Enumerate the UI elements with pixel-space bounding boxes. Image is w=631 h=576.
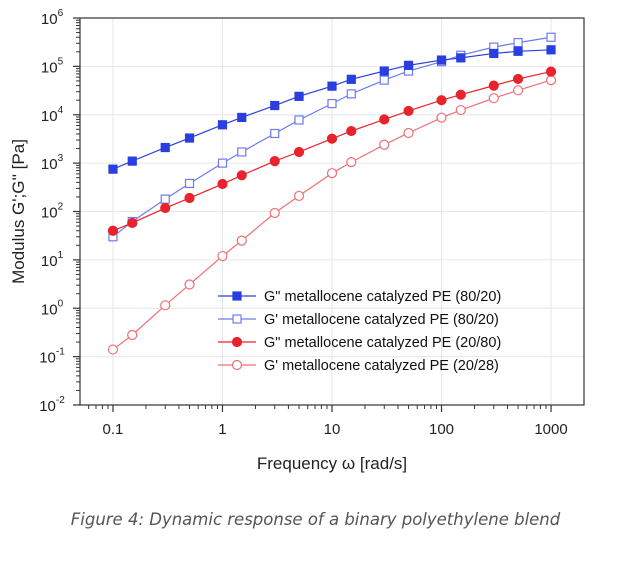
data-point xyxy=(436,55,447,65)
data-point xyxy=(488,93,499,104)
data-point xyxy=(217,158,228,168)
data-point xyxy=(327,81,337,91)
data-point xyxy=(160,142,170,153)
data-point xyxy=(127,217,138,229)
data-point xyxy=(403,127,414,139)
legend-entry-1: G" metallocene catalyzed PE (80/20) xyxy=(218,289,501,305)
series-4 xyxy=(107,75,557,355)
data-point xyxy=(346,156,357,168)
legend-entry-4: G' metallocene catalyzed PE (20/28) xyxy=(218,358,499,374)
legend-entry-2: G' metallocene catalyzed PE (80/20) xyxy=(218,312,499,328)
data-point xyxy=(436,95,447,106)
legend-entry-3: G" metallocene catalyzed PE (20/80) xyxy=(218,335,501,351)
data-point xyxy=(346,89,356,99)
data-point xyxy=(293,146,305,158)
figure-caption: Figure 4: Dynamic response of a binary p… xyxy=(70,510,561,529)
data-point xyxy=(236,235,247,246)
data-point xyxy=(160,300,171,311)
data-point xyxy=(127,156,137,166)
data-point xyxy=(269,156,280,167)
chart: 0.1 1 10 100 1000 10-2 10-1 100 101 102 103 104 105 1… xyxy=(9,8,585,473)
data-point xyxy=(270,128,280,139)
data-point xyxy=(127,329,138,341)
data-point xyxy=(512,73,524,85)
data-point xyxy=(237,112,247,123)
data-point xyxy=(293,190,305,202)
data-point xyxy=(546,32,556,42)
data-point xyxy=(217,120,228,130)
data-point xyxy=(488,80,499,91)
x-tick-label: 0.1 xyxy=(103,421,124,438)
data-point xyxy=(294,115,304,125)
series-1 xyxy=(108,45,556,174)
series-layer xyxy=(107,32,557,355)
legend-label: G' metallocene catalyzed PE (20/28) xyxy=(264,358,499,374)
x-tick-label: 10 xyxy=(324,421,341,438)
legend-marker xyxy=(232,314,242,324)
data-point xyxy=(512,85,524,96)
data-point xyxy=(108,164,118,174)
data-point xyxy=(184,133,195,143)
y-tick-label: 10-2 xyxy=(39,395,65,415)
legend-label: G' metallocene catalyzed PE (80/20) xyxy=(264,312,499,328)
data-point xyxy=(184,279,195,290)
data-point xyxy=(294,91,304,101)
y-tick-label: 106 xyxy=(41,8,64,28)
y-tick-label: 105 xyxy=(41,56,64,76)
y-tick-label: 104 xyxy=(41,105,64,125)
legend-label: G" metallocene catalyzed PE (80/20) xyxy=(264,289,501,305)
data-point xyxy=(327,99,337,109)
data-point xyxy=(184,178,195,189)
data-point xyxy=(379,139,390,150)
legend-label: G" metallocene catalyzed PE (20/80) xyxy=(264,335,501,351)
data-point xyxy=(513,38,523,48)
data-point xyxy=(346,74,356,84)
y-tick-label: 10-1 xyxy=(39,347,65,367)
data-point xyxy=(379,75,389,85)
legend: G" metallocene catalyzed PE (80/20) G' me… xyxy=(218,289,501,374)
data-point xyxy=(217,178,228,190)
y-tick-label: 101 xyxy=(41,250,64,270)
data-point xyxy=(107,225,119,236)
data-point xyxy=(545,66,557,77)
x-tick-label: 1 xyxy=(218,421,226,438)
data-point xyxy=(326,133,338,144)
legend-marker xyxy=(231,359,243,371)
data-point xyxy=(270,100,280,111)
legend-marker xyxy=(232,291,242,301)
data-point xyxy=(489,48,499,59)
data-point xyxy=(403,105,414,117)
data-point xyxy=(455,104,466,116)
data-point xyxy=(379,114,390,125)
data-point xyxy=(346,125,357,137)
data-point xyxy=(455,89,466,100)
data-point xyxy=(184,192,195,204)
data-point xyxy=(160,202,171,214)
x-axis-title: Frequency ω [rad/s] xyxy=(257,454,407,473)
y-tick-label: 103 xyxy=(41,153,64,173)
data-point xyxy=(237,147,247,157)
data-point xyxy=(436,112,447,123)
data-point xyxy=(456,53,466,63)
series-3 xyxy=(107,66,557,236)
data-point xyxy=(236,170,247,181)
axes: 0.1 1 10 100 1000 10-2 10-1 100 101 102 103 104 105 1… xyxy=(39,8,568,438)
data-point xyxy=(107,344,119,355)
data-point xyxy=(217,250,228,262)
data-point xyxy=(403,60,414,70)
y-axis-title: Modulus G';G'' [Pa] xyxy=(9,139,28,284)
x-tick-label: 1000 xyxy=(534,421,567,438)
legend-marker xyxy=(231,336,243,348)
y-tick-label: 100 xyxy=(41,298,64,318)
data-point xyxy=(379,66,389,76)
y-tick-label: 102 xyxy=(41,202,64,222)
data-point xyxy=(545,75,557,86)
data-point xyxy=(326,168,338,179)
data-point xyxy=(546,45,556,55)
data-point xyxy=(513,46,523,56)
data-point xyxy=(269,207,280,219)
data-point xyxy=(160,194,170,204)
x-tick-label: 100 xyxy=(429,421,454,438)
